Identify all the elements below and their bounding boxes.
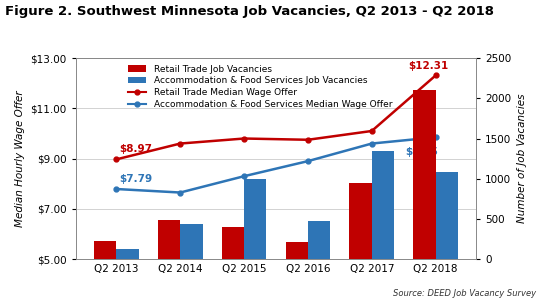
Bar — [414, 90, 436, 259]
Y-axis label: Number of Job Vacancies: Number of Job Vacancies — [517, 94, 527, 223]
Text: Source: DEED Job Vacancy Survey: Source: DEED Job Vacancy Survey — [393, 289, 537, 298]
Accommodation & Food Services Median Wage Offer — [177, 191, 184, 194]
Y-axis label: Median Hourly Wage Offer: Median Hourly Wage Offer — [15, 90, 25, 227]
Bar — [94, 241, 117, 259]
Bar — [158, 220, 180, 259]
Retail Trade Median Wage Offer — [369, 129, 375, 133]
Retail Trade Median Wage Offer — [241, 137, 247, 140]
Bar — [436, 172, 458, 259]
Accommodation & Food Services Median Wage Offer — [433, 135, 439, 139]
Retail Trade Median Wage Offer — [177, 142, 184, 145]
Text: Figure 2. Southwest Minnesota Job Vacancies, Q2 2013 - Q2 2018: Figure 2. Southwest Minnesota Job Vacanc… — [5, 5, 494, 17]
Text: $12.31: $12.31 — [408, 61, 448, 70]
Text: $9.85: $9.85 — [405, 147, 438, 157]
Accommodation & Food Services Median Wage Offer — [305, 159, 311, 163]
Line: Accommodation & Food Services Median Wage Offer: Accommodation & Food Services Median Wag… — [114, 135, 438, 195]
Bar — [286, 242, 308, 259]
Legend: Retail Trade Job Vacancies, Accommodation & Food Services Job Vacancies, Retail : Retail Trade Job Vacancies, Accommodatio… — [128, 65, 392, 109]
Retail Trade Median Wage Offer — [113, 157, 120, 161]
Bar — [222, 227, 244, 259]
Accommodation & Food Services Median Wage Offer — [369, 142, 375, 145]
Bar — [308, 221, 330, 259]
Bar — [180, 224, 203, 259]
Text: $8.97: $8.97 — [119, 144, 152, 154]
Accommodation & Food Services Median Wage Offer — [241, 174, 247, 178]
Accommodation & Food Services Median Wage Offer — [113, 187, 120, 191]
Bar — [372, 150, 394, 259]
Line: Retail Trade Median Wage Offer: Retail Trade Median Wage Offer — [114, 73, 438, 162]
Bar — [244, 179, 267, 259]
Bar — [350, 183, 372, 259]
Bar — [117, 249, 139, 259]
Retail Trade Median Wage Offer — [433, 74, 439, 77]
Retail Trade Median Wage Offer — [305, 138, 311, 141]
Text: $7.79: $7.79 — [119, 174, 152, 184]
